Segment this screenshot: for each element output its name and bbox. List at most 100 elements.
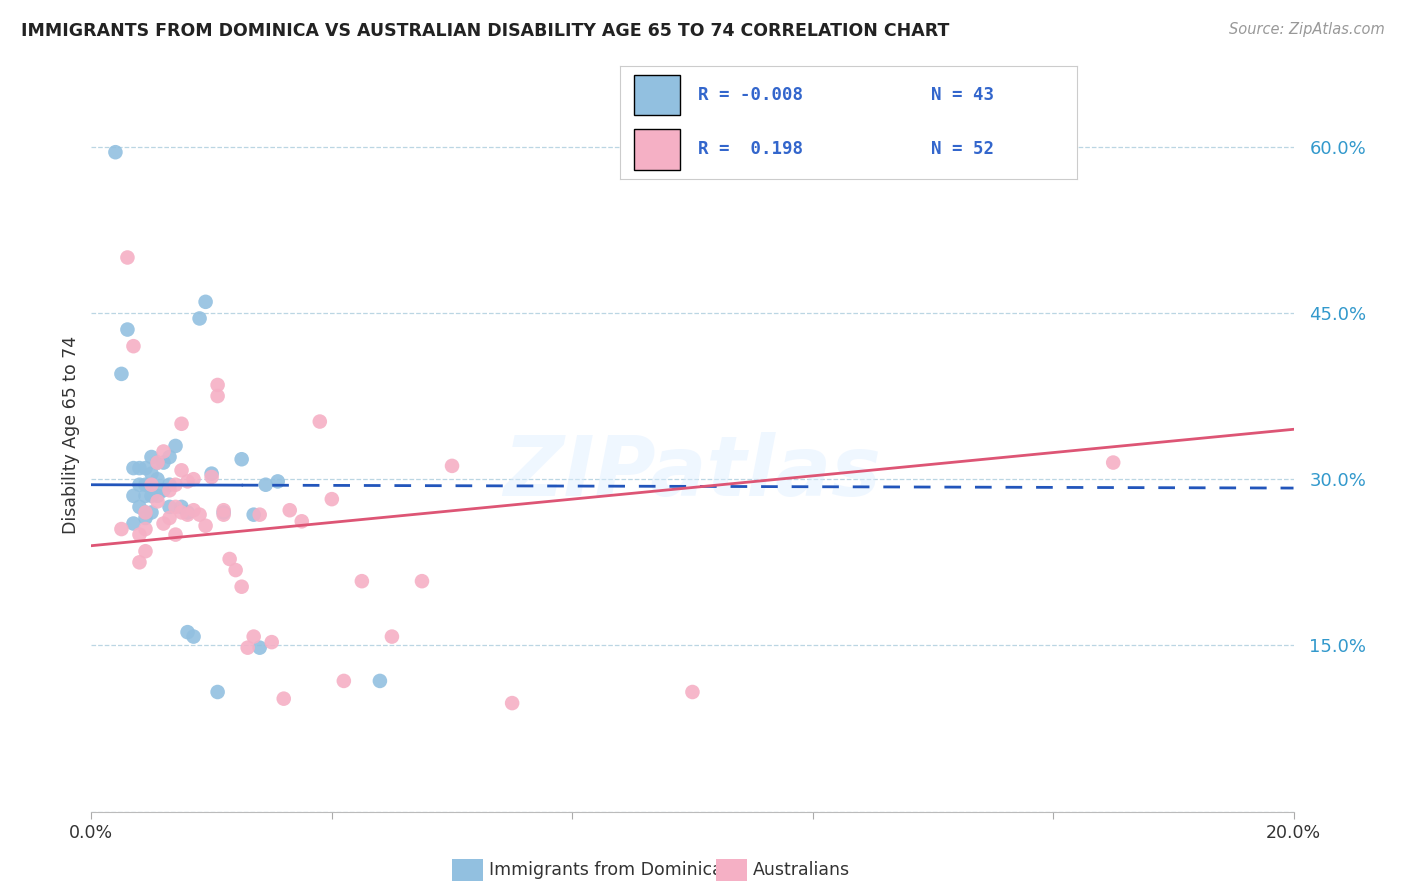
- Point: [141, 477, 163, 491]
- Point: [170, 505, 193, 519]
- Point: [146, 494, 169, 508]
- Point: [134, 505, 156, 519]
- Point: [308, 415, 330, 429]
- Point: [159, 477, 181, 491]
- Point: [333, 673, 356, 688]
- Point: [128, 500, 150, 514]
- Point: [128, 555, 150, 569]
- Point: [249, 508, 271, 522]
- Point: [134, 489, 156, 503]
- Point: [207, 685, 229, 699]
- Text: ZIPatlas: ZIPatlas: [503, 432, 882, 513]
- Point: [122, 461, 145, 475]
- Point: [117, 322, 139, 336]
- Point: [242, 630, 264, 644]
- Point: [110, 522, 132, 536]
- Point: [212, 508, 235, 522]
- Point: [183, 472, 205, 486]
- Point: [176, 508, 198, 522]
- Point: [152, 483, 174, 498]
- Point: [267, 475, 290, 489]
- Point: [159, 450, 181, 464]
- Point: [117, 251, 139, 265]
- Point: [159, 511, 181, 525]
- Y-axis label: Disability Age 65 to 74: Disability Age 65 to 74: [62, 335, 80, 534]
- Point: [188, 311, 211, 326]
- Point: [141, 477, 163, 491]
- Point: [291, 514, 314, 528]
- Point: [122, 339, 145, 353]
- Point: [1102, 456, 1125, 470]
- Point: [134, 544, 156, 558]
- Point: [110, 367, 132, 381]
- Point: [152, 516, 174, 531]
- Point: [141, 467, 163, 481]
- Point: [165, 500, 187, 514]
- Point: [381, 630, 404, 644]
- Point: [141, 450, 163, 464]
- Point: [231, 452, 253, 467]
- Point: [225, 563, 247, 577]
- Point: [134, 461, 156, 475]
- Text: Immigrants from Dominica: Immigrants from Dominica: [489, 861, 723, 879]
- Point: [321, 492, 343, 507]
- Point: [440, 458, 463, 473]
- Point: [134, 505, 156, 519]
- Point: [165, 477, 187, 491]
- Point: [236, 640, 259, 655]
- Point: [278, 503, 301, 517]
- Point: [249, 640, 271, 655]
- Point: [212, 505, 235, 519]
- Point: [183, 630, 205, 644]
- Point: [159, 500, 181, 514]
- Point: [411, 574, 433, 589]
- Point: [170, 417, 193, 431]
- Point: [212, 503, 235, 517]
- Text: Source: ZipAtlas.com: Source: ZipAtlas.com: [1229, 22, 1385, 37]
- Point: [165, 439, 187, 453]
- Point: [176, 475, 198, 489]
- Point: [152, 444, 174, 458]
- Point: [176, 625, 198, 640]
- Point: [273, 691, 295, 706]
- Point: [128, 461, 150, 475]
- Point: [176, 505, 198, 519]
- Point: [368, 673, 391, 688]
- Point: [201, 467, 224, 481]
- Point: [681, 685, 703, 699]
- Point: [194, 294, 217, 309]
- Point: [146, 472, 169, 486]
- Point: [231, 580, 253, 594]
- Point: [159, 483, 181, 498]
- Point: [152, 456, 174, 470]
- Point: [242, 508, 264, 522]
- Point: [146, 456, 169, 470]
- Point: [207, 389, 229, 403]
- Point: [194, 518, 217, 533]
- Text: Australians: Australians: [754, 861, 851, 879]
- Point: [128, 477, 150, 491]
- Point: [128, 527, 150, 541]
- Point: [141, 505, 163, 519]
- Point: [260, 635, 283, 649]
- Point: [122, 516, 145, 531]
- Point: [350, 574, 373, 589]
- Point: [104, 145, 127, 160]
- Point: [183, 503, 205, 517]
- Point: [146, 489, 169, 503]
- Point: [218, 552, 240, 566]
- Point: [141, 489, 163, 503]
- Point: [170, 500, 193, 514]
- Point: [122, 489, 145, 503]
- Point: [165, 527, 187, 541]
- Point: [201, 470, 224, 484]
- Point: [134, 511, 156, 525]
- Point: [170, 463, 193, 477]
- Point: [501, 696, 523, 710]
- Text: IMMIGRANTS FROM DOMINICA VS AUSTRALIAN DISABILITY AGE 65 TO 74 CORRELATION CHART: IMMIGRANTS FROM DOMINICA VS AUSTRALIAN D…: [21, 22, 949, 40]
- Point: [188, 508, 211, 522]
- Point: [146, 456, 169, 470]
- Point: [207, 378, 229, 392]
- Point: [134, 477, 156, 491]
- Point: [134, 522, 156, 536]
